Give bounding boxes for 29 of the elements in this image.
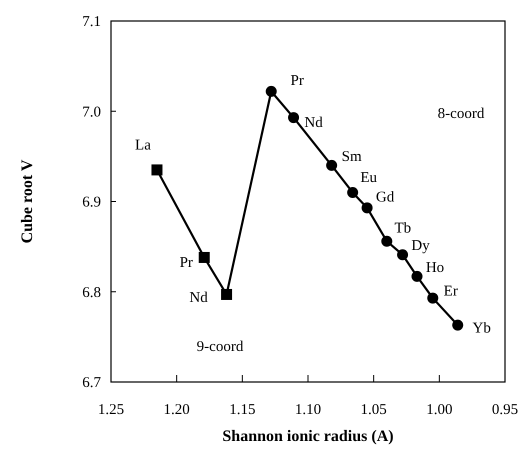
annotation: Sm [342, 148, 362, 165]
x-tick-label: 1.15 [229, 402, 256, 418]
annotation: 9-coord [196, 339, 244, 355]
annotation: La [135, 137, 152, 154]
annotation: Pr [180, 254, 193, 271]
x-tick-label: 0.95 [492, 402, 518, 418]
y-axis-title: Cube root V [19, 159, 36, 244]
annotation: Er [444, 284, 458, 300]
annotation: Gd [376, 189, 395, 206]
annotation: Nd [304, 115, 324, 132]
annotation: Yb [472, 320, 491, 337]
y-tick-label: 7.1 [82, 14, 101, 30]
y-tick-label: 6.9 [82, 194, 101, 210]
annotation: Tb [394, 220, 412, 237]
x-tick-label: 1.25 [98, 402, 124, 418]
x-tick-label: 1.00 [426, 402, 452, 418]
annotation: Eu [360, 170, 378, 186]
annotation: Ho [426, 260, 444, 276]
x-tick-label: 1.20 [164, 402, 190, 418]
x-axis-title: Shannon ionic radius (A) [222, 428, 394, 445]
annotation: 8-coord [438, 106, 485, 122]
annotation: Nd [189, 290, 208, 306]
y-tick-label: 6.7 [82, 375, 102, 391]
x-tick-label: 1.10 [294, 402, 322, 418]
x-tick-label: 1.05 [360, 402, 387, 418]
y-tick-label: 6.8 [82, 284, 101, 301]
annotation: Pr [290, 72, 304, 89]
annotation: Dy [411, 238, 430, 254]
y-tick-label: 7.0 [82, 104, 101, 120]
